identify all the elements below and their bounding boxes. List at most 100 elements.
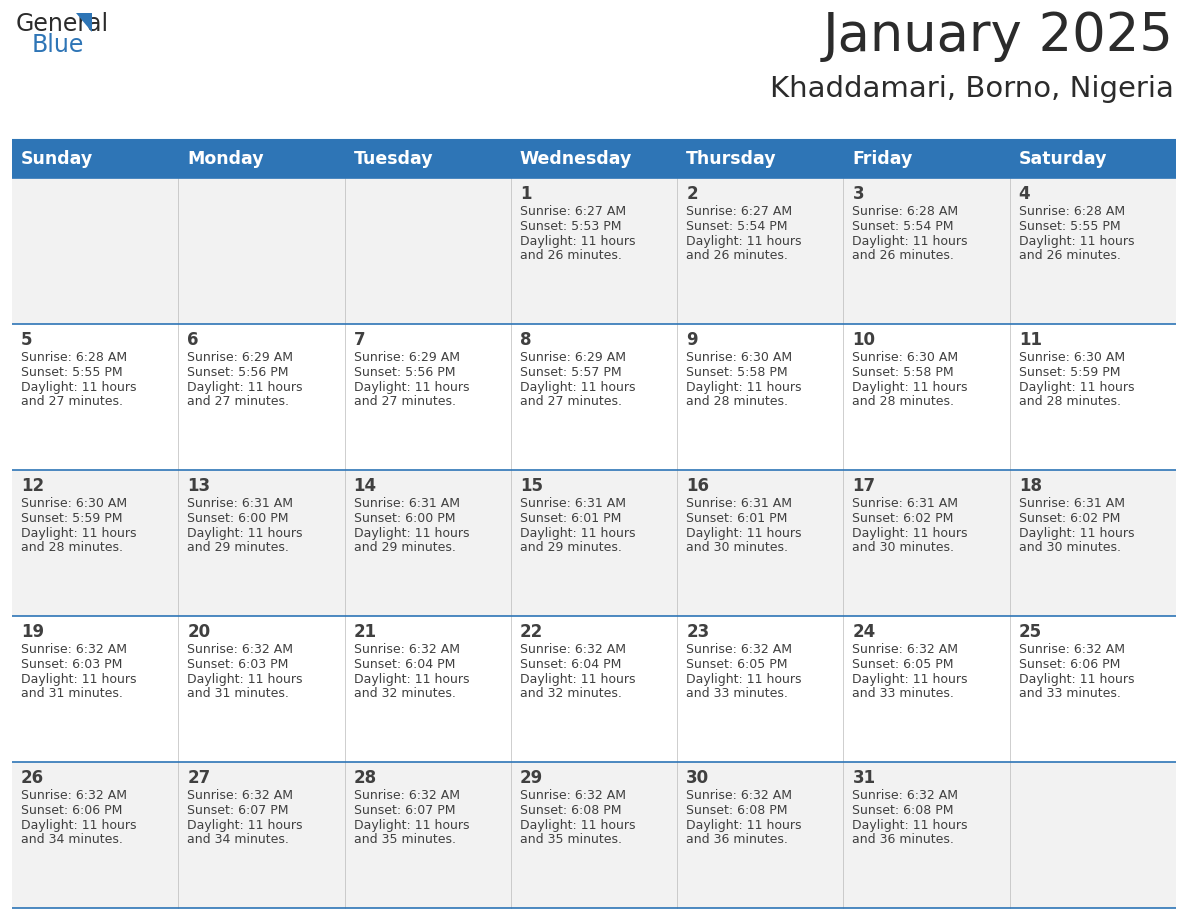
- Text: Sunrise: 6:32 AM: Sunrise: 6:32 AM: [853, 789, 959, 802]
- Text: Sunrise: 6:31 AM: Sunrise: 6:31 AM: [354, 497, 460, 510]
- Bar: [12, 616, 1176, 762]
- Text: Sunrise: 6:31 AM: Sunrise: 6:31 AM: [1019, 497, 1125, 510]
- Text: Sunset: 6:06 PM: Sunset: 6:06 PM: [21, 804, 122, 817]
- Text: and 26 minutes.: and 26 minutes.: [1019, 250, 1120, 263]
- Text: 25: 25: [1019, 623, 1042, 641]
- Text: 12: 12: [21, 477, 44, 495]
- Bar: [511, 140, 677, 178]
- Text: Daylight: 11 hours: Daylight: 11 hours: [687, 235, 802, 248]
- Text: 3: 3: [853, 185, 864, 203]
- Text: and 26 minutes.: and 26 minutes.: [853, 250, 954, 263]
- Text: Daylight: 11 hours: Daylight: 11 hours: [1019, 235, 1135, 248]
- Text: Daylight: 11 hours: Daylight: 11 hours: [21, 673, 137, 686]
- Text: and 30 minutes.: and 30 minutes.: [853, 542, 954, 554]
- Text: Sunset: 5:56 PM: Sunset: 5:56 PM: [354, 365, 455, 379]
- Text: Sunrise: 6:29 AM: Sunrise: 6:29 AM: [354, 351, 460, 364]
- Text: Sunset: 6:07 PM: Sunset: 6:07 PM: [354, 804, 455, 817]
- Text: Sunrise: 6:32 AM: Sunrise: 6:32 AM: [21, 643, 127, 656]
- Text: 28: 28: [354, 769, 377, 787]
- Bar: [12, 470, 1176, 616]
- Text: Daylight: 11 hours: Daylight: 11 hours: [853, 527, 968, 540]
- Text: Daylight: 11 hours: Daylight: 11 hours: [21, 819, 137, 832]
- Text: Sunset: 6:00 PM: Sunset: 6:00 PM: [188, 512, 289, 525]
- Text: and 32 minutes.: and 32 minutes.: [520, 688, 621, 700]
- Text: Daylight: 11 hours: Daylight: 11 hours: [1019, 381, 1135, 394]
- Bar: [677, 140, 843, 178]
- Text: Tuesday: Tuesday: [354, 150, 434, 168]
- Text: 15: 15: [520, 477, 543, 495]
- Text: and 28 minutes.: and 28 minutes.: [853, 396, 954, 409]
- Text: 10: 10: [853, 331, 876, 349]
- Text: Sunset: 5:55 PM: Sunset: 5:55 PM: [1019, 219, 1120, 233]
- Text: Daylight: 11 hours: Daylight: 11 hours: [188, 819, 303, 832]
- Text: Wednesday: Wednesday: [520, 150, 632, 168]
- Bar: [12, 762, 1176, 908]
- Text: Sunset: 6:01 PM: Sunset: 6:01 PM: [687, 512, 788, 525]
- Text: Daylight: 11 hours: Daylight: 11 hours: [354, 527, 469, 540]
- Text: 30: 30: [687, 769, 709, 787]
- Text: 1: 1: [520, 185, 531, 203]
- Text: Daylight: 11 hours: Daylight: 11 hours: [853, 673, 968, 686]
- Text: Sunset: 5:54 PM: Sunset: 5:54 PM: [853, 219, 954, 233]
- Text: 23: 23: [687, 623, 709, 641]
- Text: 4: 4: [1019, 185, 1030, 203]
- Text: 26: 26: [21, 769, 44, 787]
- Text: Sunrise: 6:29 AM: Sunrise: 6:29 AM: [520, 351, 626, 364]
- Text: 24: 24: [853, 623, 876, 641]
- Text: and 36 minutes.: and 36 minutes.: [687, 834, 788, 846]
- Text: Sunset: 6:03 PM: Sunset: 6:03 PM: [188, 658, 289, 671]
- Text: Sunrise: 6:30 AM: Sunrise: 6:30 AM: [1019, 351, 1125, 364]
- Text: Sunset: 6:08 PM: Sunset: 6:08 PM: [853, 804, 954, 817]
- Text: 5: 5: [21, 331, 32, 349]
- Text: Sunrise: 6:32 AM: Sunrise: 6:32 AM: [21, 789, 127, 802]
- Text: Sunset: 6:04 PM: Sunset: 6:04 PM: [354, 658, 455, 671]
- Text: and 36 minutes.: and 36 minutes.: [853, 834, 954, 846]
- Text: General: General: [15, 12, 109, 36]
- Text: Sunrise: 6:30 AM: Sunrise: 6:30 AM: [21, 497, 127, 510]
- Text: Daylight: 11 hours: Daylight: 11 hours: [687, 819, 802, 832]
- Text: and 34 minutes.: and 34 minutes.: [21, 834, 122, 846]
- Text: Sunrise: 6:27 AM: Sunrise: 6:27 AM: [687, 205, 792, 218]
- Text: Sunset: 6:08 PM: Sunset: 6:08 PM: [687, 804, 788, 817]
- Text: Sunrise: 6:32 AM: Sunrise: 6:32 AM: [520, 643, 626, 656]
- Text: 21: 21: [354, 623, 377, 641]
- Text: 27: 27: [188, 769, 210, 787]
- Text: and 30 minutes.: and 30 minutes.: [687, 542, 788, 554]
- Text: and 35 minutes.: and 35 minutes.: [520, 834, 621, 846]
- Text: Sunset: 6:05 PM: Sunset: 6:05 PM: [687, 658, 788, 671]
- Text: Sunset: 5:59 PM: Sunset: 5:59 PM: [21, 512, 122, 525]
- Text: and 32 minutes.: and 32 minutes.: [354, 688, 455, 700]
- Text: 18: 18: [1019, 477, 1042, 495]
- Text: and 29 minutes.: and 29 minutes.: [188, 542, 289, 554]
- Text: and 26 minutes.: and 26 minutes.: [520, 250, 621, 263]
- Polygon shape: [76, 13, 91, 32]
- Text: Khaddamari, Borno, Nigeria: Khaddamari, Borno, Nigeria: [770, 75, 1174, 103]
- Text: 31: 31: [853, 769, 876, 787]
- Text: Sunrise: 6:32 AM: Sunrise: 6:32 AM: [1019, 643, 1125, 656]
- Text: Sunset: 5:54 PM: Sunset: 5:54 PM: [687, 219, 788, 233]
- Text: 8: 8: [520, 331, 531, 349]
- Text: Sunday: Sunday: [21, 150, 93, 168]
- Text: Sunrise: 6:29 AM: Sunrise: 6:29 AM: [188, 351, 293, 364]
- Text: Sunrise: 6:32 AM: Sunrise: 6:32 AM: [520, 789, 626, 802]
- Text: and 27 minutes.: and 27 minutes.: [188, 396, 290, 409]
- Text: Daylight: 11 hours: Daylight: 11 hours: [1019, 673, 1135, 686]
- Text: Sunrise: 6:32 AM: Sunrise: 6:32 AM: [188, 789, 293, 802]
- Text: Daylight: 11 hours: Daylight: 11 hours: [520, 381, 636, 394]
- Text: and 33 minutes.: and 33 minutes.: [687, 688, 788, 700]
- Text: Thursday: Thursday: [687, 150, 777, 168]
- Text: Sunrise: 6:28 AM: Sunrise: 6:28 AM: [21, 351, 127, 364]
- Text: 19: 19: [21, 623, 44, 641]
- Text: and 27 minutes.: and 27 minutes.: [21, 396, 124, 409]
- Text: Sunrise: 6:32 AM: Sunrise: 6:32 AM: [188, 643, 293, 656]
- Text: Daylight: 11 hours: Daylight: 11 hours: [354, 673, 469, 686]
- Text: and 26 minutes.: and 26 minutes.: [687, 250, 788, 263]
- Text: 20: 20: [188, 623, 210, 641]
- Text: Daylight: 11 hours: Daylight: 11 hours: [687, 381, 802, 394]
- Text: Sunrise: 6:32 AM: Sunrise: 6:32 AM: [687, 643, 792, 656]
- Text: Daylight: 11 hours: Daylight: 11 hours: [188, 527, 303, 540]
- Text: 11: 11: [1019, 331, 1042, 349]
- Text: Sunset: 6:01 PM: Sunset: 6:01 PM: [520, 512, 621, 525]
- Text: Daylight: 11 hours: Daylight: 11 hours: [1019, 527, 1135, 540]
- Text: Sunrise: 6:31 AM: Sunrise: 6:31 AM: [520, 497, 626, 510]
